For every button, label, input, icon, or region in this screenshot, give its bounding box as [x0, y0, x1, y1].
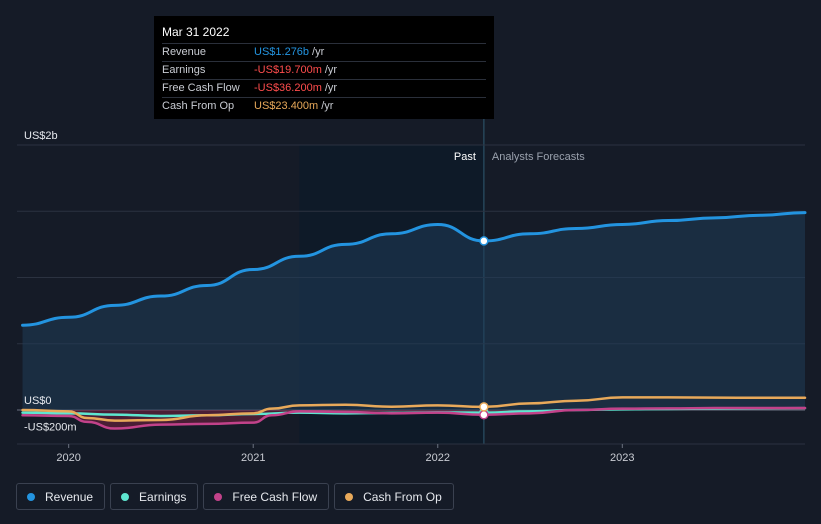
tooltip-unit: /yr: [312, 46, 325, 58]
legend-label: Earnings: [139, 489, 187, 504]
tooltip-date: Mar 31 2022: [162, 25, 230, 39]
y-tick-label: US$2b: [24, 130, 58, 142]
tooltip-row-free-cash-flow: Free Cash Flow -US$36.200m /yr: [162, 79, 486, 97]
axis-labels: 2020 2021 2022 2023 US$2b US$0 -US$200m Past Ana…: [24, 130, 635, 464]
tooltip-value: -US$19.700m: [254, 64, 322, 76]
tooltip-row-cash-from-op: Cash From Op US$23.400m /yr: [162, 97, 486, 115]
revenue-marker: [479, 236, 489, 246]
free-cash-flow-line: [21, 406, 807, 430]
tooltip-unit: /yr: [321, 100, 334, 112]
tooltip-markers: [479, 236, 489, 420]
tooltip-row-earnings: Earnings -US$19.700m /yr: [162, 61, 486, 79]
revenue-line: [21, 211, 807, 327]
legend-label: Cash From Op: [363, 489, 442, 504]
tooltip-value: -US$36.200m: [254, 82, 322, 94]
series-fills: [22, 212, 805, 429]
tooltip-label: Earnings: [162, 64, 206, 76]
legend: Revenue Earnings Free Cash Flow Cash Fro…: [16, 483, 454, 510]
legend-item-revenue[interactable]: Revenue: [16, 483, 106, 510]
legend-item-earnings[interactable]: Earnings: [110, 483, 199, 510]
legend-item-free-cash-flow[interactable]: Free Cash Flow: [203, 483, 330, 510]
tooltip-unit: /yr: [324, 82, 338, 94]
y-tick-label: -US$200m: [24, 422, 77, 434]
legend-dot-icon: [345, 492, 354, 501]
legend-dot-icon: [121, 492, 130, 501]
legend-label: Free Cash Flow: [232, 489, 318, 504]
tooltip-panel: Mar 31 2022 Revenue US$1.276b /yr Earnin…: [154, 16, 494, 119]
tooltip-value: US$23.400m: [254, 100, 319, 112]
past-label: Past: [454, 151, 476, 163]
legend-dot-icon: [214, 492, 223, 501]
x-tick-label: 2022: [426, 452, 450, 464]
revenue-area-fill: [22, 212, 805, 410]
tooltip-value: US$1.276b: [254, 46, 310, 58]
series-lines: [21, 211, 807, 430]
cash-from-op-line: [21, 396, 807, 422]
tooltip-row-revenue: Revenue US$1.276b /yr: [162, 43, 486, 61]
y-tick-label: US$0: [24, 395, 52, 407]
tooltip-label: Free Cash Flow: [162, 82, 240, 94]
x-tick-label: 2021: [241, 452, 265, 464]
legend-label: Revenue: [45, 489, 94, 504]
free-cash-flow-marker: [479, 410, 489, 420]
cash-from-op-marker: [479, 402, 489, 412]
forecast-label: Analysts Forecasts: [492, 151, 585, 163]
x-tick-label: 2020: [56, 452, 80, 464]
legend-item-cash-from-op[interactable]: Cash From Op: [334, 483, 454, 510]
tooltip-label: Cash From Op: [162, 100, 235, 112]
x-tick-label: 2023: [610, 452, 634, 464]
tooltip-unit: /yr: [324, 64, 338, 76]
legend-dot-icon: [27, 492, 35, 501]
tooltip-label: Revenue: [162, 46, 207, 58]
